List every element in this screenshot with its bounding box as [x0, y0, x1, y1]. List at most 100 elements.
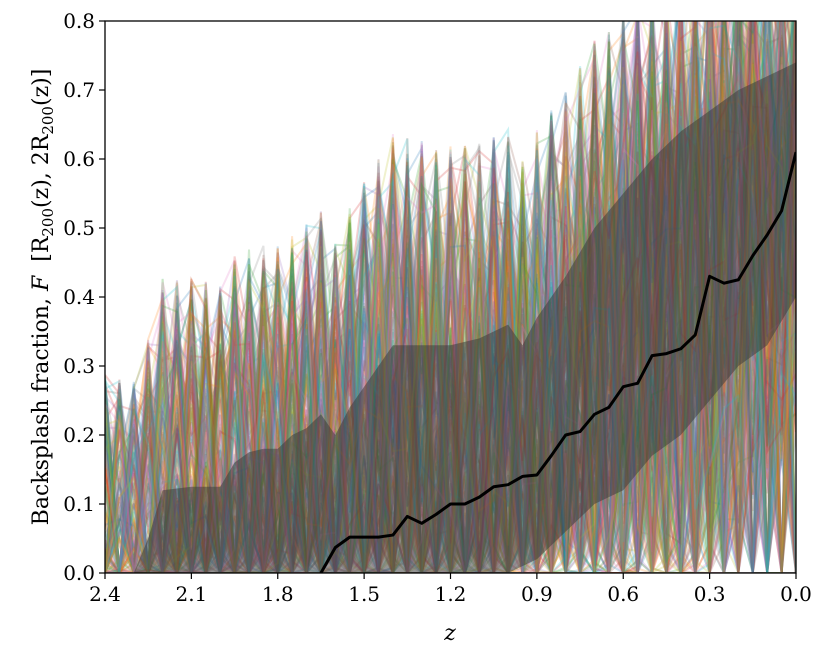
x-tick-label: 1.2 [435, 582, 467, 606]
y-tick-label: 0.3 [63, 354, 95, 378]
track-line [105, 78, 796, 573]
percentile-band [105, 62, 796, 573]
track-line [105, 21, 796, 573]
track-line [105, 21, 796, 573]
track-line [105, 21, 796, 573]
track-line [105, 21, 789, 573]
track-line [105, 21, 796, 573]
track-line [105, 21, 796, 573]
track-line [105, 21, 795, 573]
track-line [105, 21, 796, 573]
track-line [105, 21, 796, 573]
track-line [105, 21, 796, 573]
x-tick-label: 2.1 [175, 582, 207, 606]
track-line [105, 21, 796, 573]
y-axis-ticks: 0.0 0.1 0.2 0.3 0.4 0.5 0.6 0.7 0.8 [63, 9, 105, 585]
y-tick-label: 0.0 [63, 561, 95, 585]
track-line [105, 21, 796, 573]
track-line [105, 21, 796, 573]
track-line [105, 21, 796, 573]
track-line [105, 21, 796, 573]
track-line [105, 21, 795, 573]
track-line [105, 21, 796, 573]
median-line [319, 151, 796, 573]
x-tick-label: 2.4 [89, 582, 121, 606]
track-line [105, 21, 796, 573]
track-line [105, 21, 796, 573]
track-line [105, 21, 796, 573]
y-tick-label: 0.4 [63, 285, 95, 309]
track-line [105, 21, 796, 573]
y-tick-label: 0.5 [63, 216, 95, 240]
track-line [105, 21, 794, 573]
y-tick-label: 0.2 [63, 423, 95, 447]
track-line [105, 21, 796, 573]
track-line [105, 21, 795, 573]
x-tick-label: 1.5 [348, 582, 380, 606]
track-line [105, 82, 796, 573]
x-tick-label: 0.3 [694, 582, 726, 606]
track-line [105, 21, 796, 573]
track-line [105, 21, 796, 573]
track-line [105, 21, 796, 573]
track-line [105, 21, 796, 573]
x-tick-label: 0.0 [780, 582, 812, 606]
track-line [105, 21, 796, 573]
track-line [105, 21, 796, 573]
x-axis-label: z [443, 621, 456, 646]
track-line [105, 39, 796, 573]
track-line [105, 21, 796, 573]
x-tick-label: 1.8 [262, 582, 294, 606]
track-line [105, 40, 796, 573]
track-line [105, 21, 796, 573]
track-line [105, 21, 796, 573]
track-line [105, 21, 796, 573]
track-line [105, 63, 796, 573]
track-line [105, 21, 796, 573]
track-line [105, 21, 796, 573]
track-line [105, 21, 796, 573]
track-line [105, 21, 796, 573]
track-line [105, 21, 796, 573]
track-line [105, 21, 796, 573]
track-line [105, 21, 796, 573]
track-line [105, 21, 796, 573]
track-line [105, 81, 796, 573]
track-line [105, 21, 796, 573]
track-line [105, 21, 796, 573]
track-line [105, 21, 796, 573]
track-line [105, 21, 796, 573]
track-line [105, 21, 796, 573]
track-line [105, 21, 796, 573]
track-line [105, 21, 796, 573]
track-line [105, 21, 796, 573]
track-line [105, 84, 796, 573]
track-line [105, 25, 796, 573]
track-line [105, 21, 796, 573]
track-line [105, 21, 796, 573]
track-line [105, 21, 796, 573]
track-line [105, 21, 796, 573]
track-line [105, 21, 796, 573]
track-line [105, 21, 796, 573]
track-line [105, 21, 796, 573]
track-line [105, 21, 783, 573]
track-line [105, 21, 796, 573]
y-tick-label: 0.6 [63, 147, 95, 171]
track-line [105, 21, 796, 573]
track-line [105, 42, 796, 573]
track-line [105, 21, 796, 573]
track-line [105, 21, 796, 573]
track-line [105, 28, 796, 573]
track-line [105, 21, 796, 573]
track-line [105, 21, 796, 573]
track-line [105, 21, 796, 573]
track-line [105, 21, 796, 573]
track-line [105, 21, 796, 573]
track-line [105, 21, 796, 573]
track-line [105, 21, 796, 573]
track-line [105, 21, 796, 573]
track-line [105, 21, 796, 573]
track-line [105, 21, 796, 573]
